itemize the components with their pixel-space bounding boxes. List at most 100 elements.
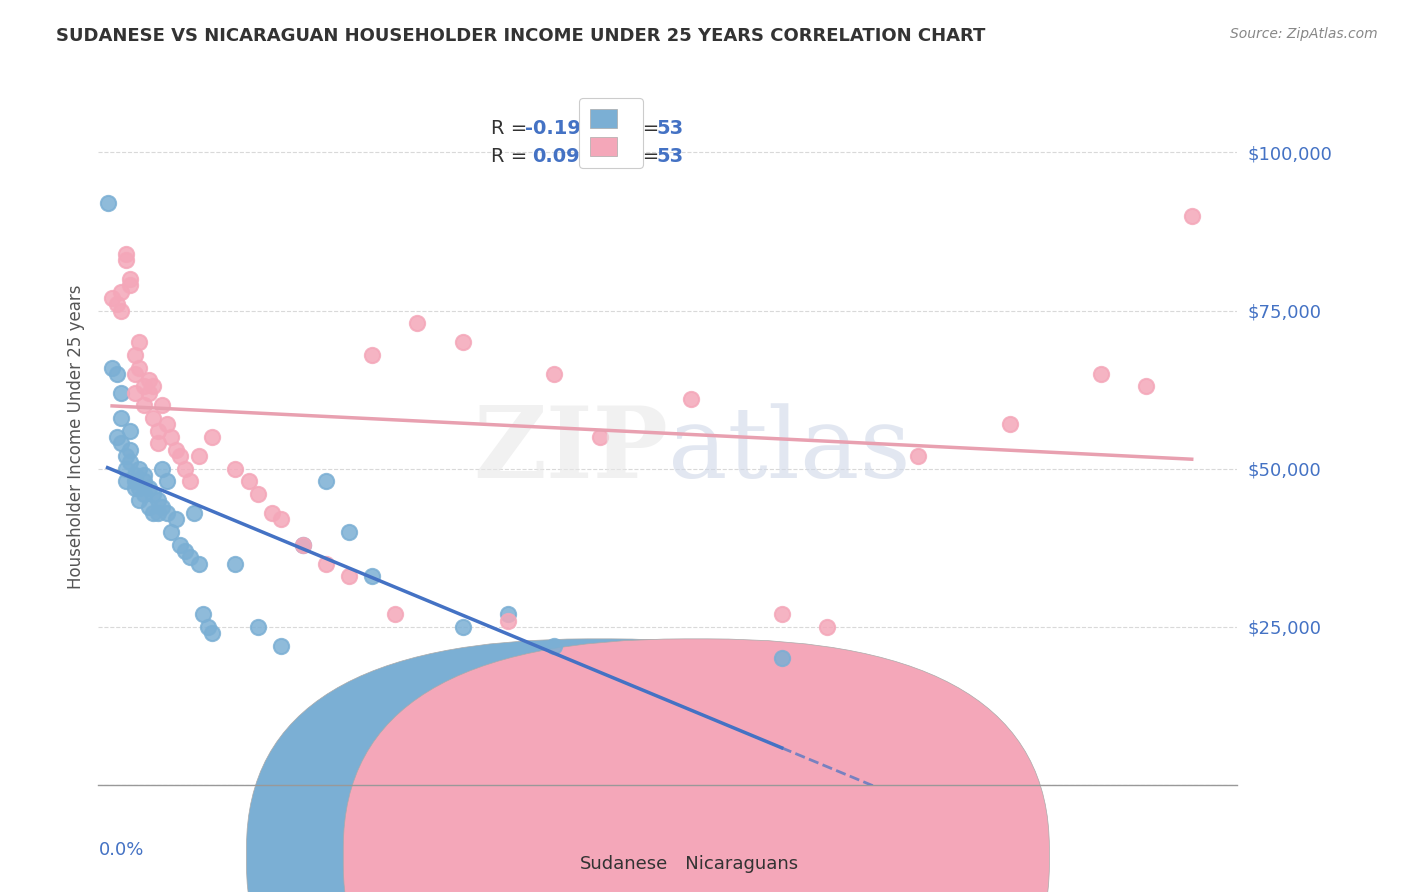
Point <box>120 442 142 457</box>
Point <box>114 461 136 475</box>
Point <box>998 417 1021 432</box>
Point <box>770 651 793 665</box>
Point <box>156 417 179 432</box>
Point <box>174 544 197 558</box>
Point <box>337 569 360 583</box>
Point <box>110 285 132 299</box>
Point <box>187 557 209 571</box>
Point <box>183 506 205 520</box>
Point <box>110 436 132 450</box>
Point <box>451 335 474 350</box>
Point <box>128 461 150 475</box>
Point <box>142 379 165 393</box>
Point <box>110 385 132 400</box>
Legend: , : , <box>579 98 643 168</box>
Point <box>120 424 142 438</box>
Point <box>128 360 150 375</box>
Point <box>146 424 169 438</box>
Point <box>1135 379 1157 393</box>
Text: 53: 53 <box>657 120 683 138</box>
Text: 0.091: 0.091 <box>533 147 593 166</box>
Point <box>187 449 209 463</box>
Point <box>132 379 155 393</box>
Point <box>246 487 269 501</box>
Point <box>270 512 292 526</box>
Point <box>543 639 565 653</box>
Point <box>1090 367 1112 381</box>
Point <box>1181 209 1204 223</box>
Point <box>120 455 142 469</box>
Text: SUDANESE VS NICARAGUAN HOUSEHOLDER INCOME UNDER 25 YEARS CORRELATION CHART: SUDANESE VS NICARAGUAN HOUSEHOLDER INCOM… <box>56 27 986 45</box>
Point <box>150 461 173 475</box>
Point <box>165 442 187 457</box>
Point <box>138 385 160 400</box>
Point <box>96 196 118 211</box>
Point <box>246 620 269 634</box>
Point <box>132 487 155 501</box>
Point <box>128 335 150 350</box>
Point <box>179 550 201 565</box>
Point <box>292 538 315 552</box>
Point <box>132 399 155 413</box>
Point <box>179 475 201 489</box>
Point <box>105 297 128 311</box>
Point <box>114 449 136 463</box>
Point <box>907 449 929 463</box>
Text: Source: ZipAtlas.com: Source: ZipAtlas.com <box>1230 27 1378 41</box>
Point <box>105 430 128 444</box>
Point <box>124 481 146 495</box>
Point <box>142 411 165 425</box>
Text: N =: N = <box>623 147 666 166</box>
Point <box>124 475 146 489</box>
Point <box>146 506 169 520</box>
Point <box>120 278 142 293</box>
Point <box>193 607 215 622</box>
Point <box>315 475 337 489</box>
Point <box>169 538 191 552</box>
Point <box>260 506 283 520</box>
Point <box>142 487 165 501</box>
FancyBboxPatch shape <box>343 639 1049 892</box>
Point <box>124 348 146 362</box>
Point <box>114 252 136 267</box>
Point <box>150 399 173 413</box>
Point <box>132 475 155 489</box>
Text: -0.197: -0.197 <box>526 120 595 138</box>
Point <box>128 481 150 495</box>
Point <box>146 436 169 450</box>
Point <box>101 291 124 305</box>
Point <box>165 512 187 526</box>
Point <box>132 468 155 483</box>
Y-axis label: Householder Income Under 25 years: Householder Income Under 25 years <box>66 285 84 590</box>
Point <box>292 538 315 552</box>
Point <box>146 493 169 508</box>
Point <box>138 500 160 514</box>
Point <box>406 316 429 330</box>
Text: Nicaraguans: Nicaraguans <box>668 855 799 872</box>
Text: N =: N = <box>623 120 666 138</box>
Point <box>120 272 142 286</box>
Point <box>384 607 406 622</box>
FancyBboxPatch shape <box>246 639 953 892</box>
Point <box>114 246 136 260</box>
Point <box>110 411 132 425</box>
Point <box>142 506 165 520</box>
Point <box>150 500 173 514</box>
Point <box>337 524 360 539</box>
Point <box>128 493 150 508</box>
Point <box>238 475 260 489</box>
Text: 53: 53 <box>657 147 683 166</box>
Point <box>138 373 160 387</box>
Point <box>360 348 382 362</box>
Point <box>160 524 183 539</box>
Point <box>169 449 191 463</box>
Point <box>498 614 520 628</box>
Point <box>270 639 292 653</box>
Point <box>124 385 146 400</box>
Point <box>451 620 474 634</box>
Point <box>105 367 128 381</box>
Point <box>201 626 224 640</box>
Point <box>315 557 337 571</box>
Point <box>201 430 224 444</box>
Point <box>124 468 146 483</box>
